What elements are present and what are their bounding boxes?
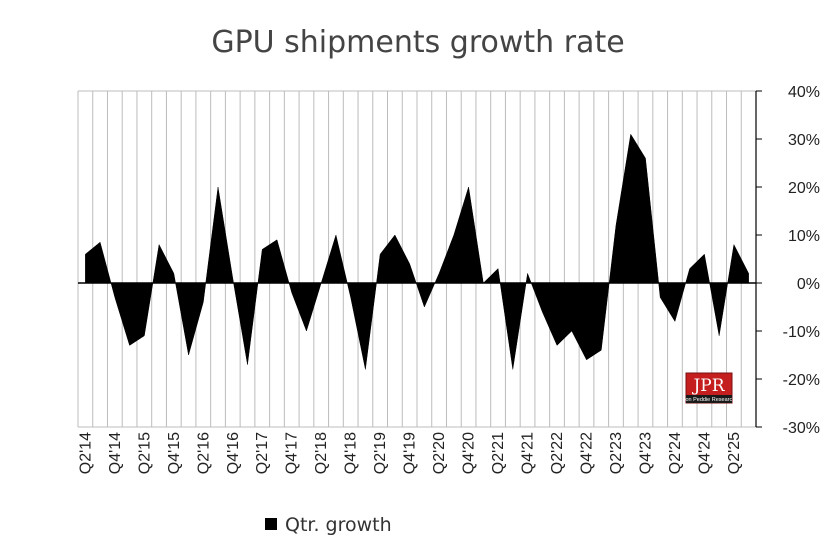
x-tick-label: Q2'18 — [313, 432, 330, 474]
series-area-qtr-growth — [85, 133, 749, 370]
y-tick-label: 0% — [797, 276, 820, 293]
x-tick-label: Q2'14 — [77, 432, 94, 474]
axis-layer — [78, 90, 762, 428]
x-tick-label: Q4'21 — [520, 432, 537, 474]
chart-title: GPU shipments growth rate — [211, 25, 624, 60]
x-tick-label: Q2'16 — [195, 432, 212, 474]
area-layer — [85, 133, 749, 370]
y-tick-label: 40% — [788, 84, 820, 101]
logo-text: JPR — [691, 376, 725, 396]
x-tick-labels: Q2'14 Q4'14 Q2'15 Q4'15 Q2'16 Q4'16 Q2'17 Q4'17… — [77, 432, 743, 474]
x-tick-label: Q2'23 — [608, 432, 625, 474]
x-tick-label: Q4'19 — [402, 432, 419, 474]
y-tick-label: 10% — [788, 228, 820, 245]
y-tick-label: 30% — [788, 132, 820, 149]
x-tick-label: Q2'17 — [254, 432, 271, 474]
x-tick-label: Q4'18 — [343, 432, 360, 474]
y-tick-label: -10% — [783, 324, 820, 341]
x-tick-label: Q4'15 — [166, 432, 183, 474]
legend: Qtr. growth — [265, 514, 392, 536]
logo-subtext: Jon Peddie Research — [683, 397, 736, 403]
legend-swatch — [265, 518, 277, 530]
x-tick-label: Q4'17 — [284, 432, 301, 474]
y-tick-label: -30% — [783, 420, 820, 437]
x-tick-label: Q4'20 — [461, 432, 478, 474]
x-tick-label: Q2'21 — [490, 432, 507, 474]
x-tick-label: Q2'15 — [136, 432, 153, 474]
y-tick-label: -20% — [783, 372, 820, 389]
x-tick-label: Q2'24 — [667, 432, 684, 474]
x-tick-label: Q4'22 — [579, 432, 596, 474]
x-tick-label: Q4'23 — [637, 432, 654, 474]
x-tick-label: Q2'25 — [726, 432, 743, 474]
x-tick-label: Q2'22 — [549, 432, 566, 474]
y-tick-labels: 40% 30% 20% 10% 0% -10% -20% -30% — [783, 84, 820, 437]
x-tick-label: Q4'16 — [225, 432, 242, 474]
legend-label: Qtr. growth — [285, 514, 392, 536]
jpr-logo: JPR Jon Peddie Research — [683, 372, 736, 404]
y-tick-label: 20% — [788, 180, 820, 197]
x-tick-label: Q2'19 — [372, 432, 389, 474]
x-tick-label: Q2'20 — [431, 432, 448, 474]
x-tick-label: Q4'14 — [107, 432, 124, 474]
x-tick-label: Q4'24 — [696, 432, 713, 474]
